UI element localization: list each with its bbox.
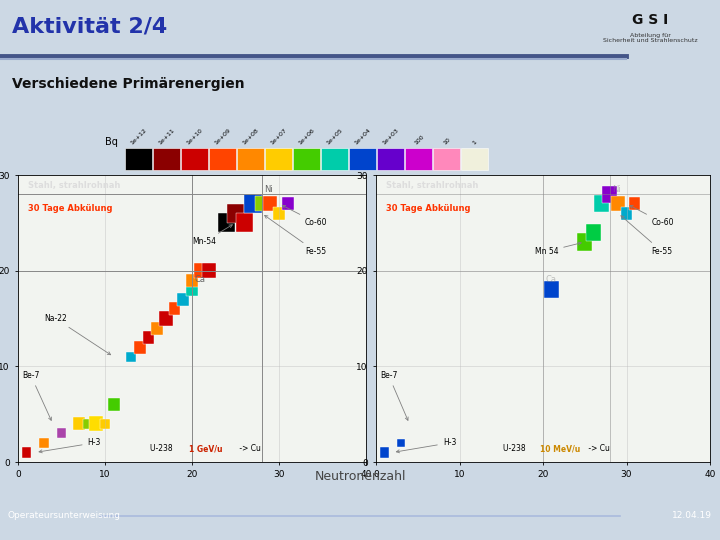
Text: Ni: Ni xyxy=(612,185,621,193)
Bar xyxy=(349,148,376,170)
Text: 30 Tage Abkülung: 30 Tage Abkülung xyxy=(386,204,471,213)
Bar xyxy=(153,148,180,170)
Text: 1e+07: 1e+07 xyxy=(270,127,288,146)
Bar xyxy=(134,341,145,354)
Text: Abteilung für
Sicherheit und Strahlenschutz: Abteilung für Sicherheit und Strahlensch… xyxy=(603,32,697,43)
Bar xyxy=(89,416,104,431)
Bar xyxy=(57,428,66,438)
Bar xyxy=(227,204,244,222)
Bar xyxy=(159,310,173,326)
Text: 1: 1 xyxy=(472,140,478,146)
Text: Fe-55: Fe-55 xyxy=(621,215,672,256)
Bar xyxy=(186,284,198,296)
Bar xyxy=(127,352,136,362)
Bar xyxy=(125,148,152,170)
Text: Bq: Bq xyxy=(105,137,118,147)
Text: Mn 54: Mn 54 xyxy=(535,242,581,256)
Bar xyxy=(273,207,285,220)
Bar xyxy=(22,447,32,457)
Bar xyxy=(377,148,404,170)
Text: Be-7: Be-7 xyxy=(380,372,408,420)
Bar xyxy=(603,186,617,202)
Bar xyxy=(244,194,261,213)
Text: 1e+11: 1e+11 xyxy=(158,128,176,146)
Bar xyxy=(321,148,348,170)
Text: 30 Tage Abkülung: 30 Tage Abkülung xyxy=(29,204,113,213)
Text: -> Cu: -> Cu xyxy=(238,444,261,454)
Text: 1e+04: 1e+04 xyxy=(354,127,372,146)
Text: U-238: U-238 xyxy=(503,444,528,454)
Text: Ca: Ca xyxy=(546,275,557,285)
Bar xyxy=(209,148,236,170)
Bar xyxy=(177,293,189,306)
Bar xyxy=(108,398,120,411)
Bar xyxy=(544,281,559,299)
Text: Stahl, strahlrohnah: Stahl, strahlrohnah xyxy=(386,181,478,190)
Bar xyxy=(235,213,253,232)
Bar xyxy=(397,438,405,447)
Bar xyxy=(186,274,198,287)
Bar xyxy=(380,447,389,457)
Text: Stahl, strahlrohnah: Stahl, strahlrohnah xyxy=(29,181,121,190)
Bar xyxy=(194,263,208,279)
Text: Be-7: Be-7 xyxy=(22,372,51,420)
Text: Neutronenzahl: Neutronenzahl xyxy=(314,470,406,483)
Bar xyxy=(202,263,217,279)
Text: Verschiedene Primärenergien: Verschiedene Primärenergien xyxy=(12,77,245,91)
Bar xyxy=(629,197,641,210)
Bar xyxy=(433,148,460,170)
Text: H-3: H-3 xyxy=(39,438,101,453)
Text: 1e+08: 1e+08 xyxy=(242,128,260,146)
Bar xyxy=(577,233,593,251)
Bar xyxy=(237,148,264,170)
Bar xyxy=(264,196,277,212)
Text: Aktivität 2/4: Aktivität 2/4 xyxy=(12,16,167,36)
Text: 10: 10 xyxy=(443,137,451,146)
Text: Co-60: Co-60 xyxy=(630,205,674,227)
Bar xyxy=(218,213,235,232)
Text: 1e+06: 1e+06 xyxy=(298,128,316,146)
Text: 1e+05: 1e+05 xyxy=(326,128,344,146)
Bar xyxy=(265,148,292,170)
Text: 10 MeV/u: 10 MeV/u xyxy=(540,444,580,454)
Bar xyxy=(143,331,154,344)
Bar xyxy=(585,224,600,241)
Bar xyxy=(40,438,49,448)
Text: 1e+10: 1e+10 xyxy=(186,128,204,146)
Bar xyxy=(255,196,269,212)
Bar xyxy=(282,197,294,210)
Text: G S I: G S I xyxy=(632,13,668,27)
Text: H-3: H-3 xyxy=(396,438,456,453)
Bar xyxy=(151,322,163,334)
Text: 100: 100 xyxy=(413,134,425,146)
Bar xyxy=(181,148,208,170)
Text: 1e+12: 1e+12 xyxy=(130,127,148,146)
Bar xyxy=(73,417,85,430)
Text: 12.04.19: 12.04.19 xyxy=(672,511,712,521)
Bar xyxy=(168,302,181,315)
Bar xyxy=(611,196,625,212)
Text: Operateursunterweisung: Operateursunterweisung xyxy=(8,511,121,521)
Text: Ca: Ca xyxy=(194,275,206,285)
Text: 1e+09: 1e+09 xyxy=(214,127,232,146)
Bar xyxy=(405,148,432,170)
Bar xyxy=(100,418,109,429)
Bar xyxy=(83,418,92,429)
Text: Mn-54: Mn-54 xyxy=(192,225,233,246)
Text: U-238: U-238 xyxy=(150,444,175,454)
Bar xyxy=(293,148,320,170)
Bar xyxy=(621,207,632,220)
Text: 1 GeV/u: 1 GeV/u xyxy=(189,444,222,454)
Text: Fe-55: Fe-55 xyxy=(265,215,326,256)
Text: -> Cu: -> Cu xyxy=(586,444,611,454)
Bar xyxy=(594,195,609,212)
Text: Na-22: Na-22 xyxy=(44,314,111,355)
Text: Ni: Ni xyxy=(264,185,273,193)
Text: Co-60: Co-60 xyxy=(282,205,328,227)
Text: 1e+03: 1e+03 xyxy=(382,127,400,146)
Bar xyxy=(461,148,488,170)
